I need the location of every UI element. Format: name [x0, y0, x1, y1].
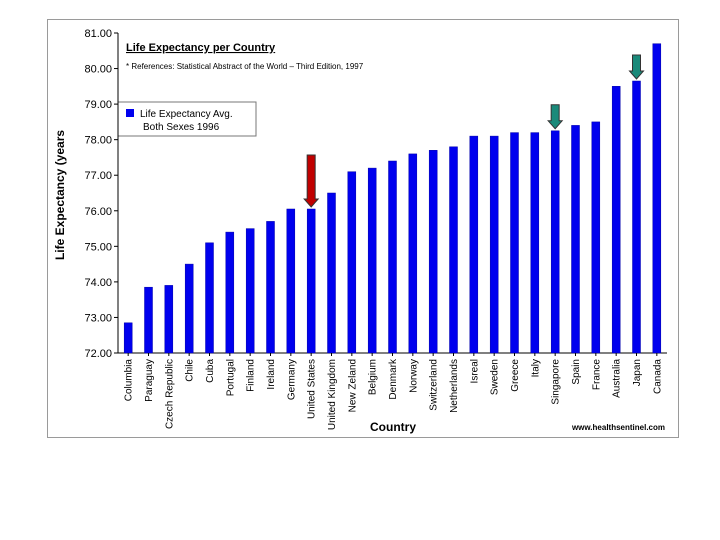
y-tick-label: 79.00 [84, 99, 112, 111]
x-tick-label: Finland [246, 359, 257, 392]
x-tick-label: Paraguay [144, 359, 155, 402]
bar-finland [245, 228, 255, 354]
x-tick-label: Italy [530, 359, 541, 377]
bar-norway [408, 153, 418, 354]
x-tick-label: France [591, 359, 602, 391]
x-tick-label: Cuba [205, 359, 216, 383]
x-tick-label: Denmark [388, 358, 399, 400]
legend: Life Expectancy Avg. Both Sexes 1996 [117, 101, 257, 137]
bar-france [591, 121, 601, 354]
x-tick-label: United States [307, 359, 318, 419]
bar-ireland [266, 221, 275, 354]
bar-belgium [367, 167, 377, 354]
arrow-singapore [547, 104, 564, 130]
bar-italy [530, 132, 540, 354]
x-tick-label: Greece [510, 359, 521, 392]
legend-box [117, 101, 257, 137]
x-tick-label: Australia [612, 359, 623, 398]
bar-greece [510, 132, 519, 354]
x-tick-label: Canada [652, 359, 663, 394]
bar-japan [632, 80, 641, 354]
x-tick-label: Netherlands [449, 359, 460, 413]
bar-germany [286, 208, 296, 354]
bar-chile [184, 263, 194, 354]
x-tick-label: Germany [286, 359, 297, 400]
x-tick-label: Sweden [490, 359, 501, 395]
x-tick-label: Czech Republic [164, 359, 175, 429]
source-credit: www.healthsentinel.com [571, 423, 665, 432]
x-tick-label: New Zeland [347, 359, 358, 412]
bar-cuba [205, 242, 214, 354]
x-axis-label: Country [370, 420, 416, 434]
y-tick-label: 77.00 [84, 170, 112, 182]
y-tick-label: 72.00 [84, 348, 112, 360]
y-tick-label: 81.00 [84, 28, 112, 40]
bar-canada [652, 43, 662, 354]
bar-united-kingdom [327, 192, 336, 354]
x-tick-label: Singapore [551, 359, 562, 405]
y-tick-label: 75.00 [84, 241, 112, 253]
bar-united-states [306, 208, 316, 354]
bar-new-zeland [347, 171, 357, 354]
bar-sweden [489, 135, 499, 354]
x-tick-label: Norway [408, 359, 419, 393]
y-tick-label: 73.00 [84, 312, 112, 324]
chart-subtitle: * References: Statistical Abstract of th… [126, 62, 364, 71]
bar-singapore [550, 130, 560, 354]
x-tick-label: Chile [185, 359, 196, 382]
x-tick-label: Ireland [266, 359, 277, 390]
arrow-united-states [303, 154, 320, 208]
x-tick-label: Columbia [124, 359, 135, 402]
y-tick-label: 78.00 [84, 135, 112, 147]
y-axis-label: Life Expectancy (years [53, 130, 67, 260]
legend-label-line1: Life Expectancy Avg. [140, 109, 233, 120]
x-tick-label: Japan [632, 359, 643, 386]
bar-netherlands [449, 146, 458, 354]
x-tick-label: Spain [571, 359, 582, 385]
bar-isreal [469, 135, 479, 354]
x-tick-label: Belgium [368, 359, 379, 395]
arrow-japan [628, 54, 645, 80]
plot-area: 72.00 73.00 74.00 75.00 76.00 77.00 78.00 79.00… [84, 28, 667, 430]
legend-swatch [126, 109, 134, 117]
bar-switzerland [428, 150, 438, 354]
x-tick-label: Portugal [225, 359, 236, 396]
x-tick-label: Switzerland [429, 359, 440, 411]
y-tick-label: 74.00 [84, 277, 112, 289]
bar-columbia [123, 322, 133, 354]
x-tick-label: United Kingdom [327, 359, 338, 430]
bar-denmark [388, 160, 397, 354]
x-tick-label: Isreal [469, 359, 480, 383]
bar-portugal [225, 231, 235, 354]
y-tick-label: 76.00 [84, 206, 112, 218]
bar-czech-republic [164, 285, 174, 354]
chart-title: Life Expectancy per Country [126, 42, 276, 54]
bar-spain [571, 125, 580, 354]
bar-australia [611, 86, 621, 354]
legend-label-line2: Both Sexes 1996 [143, 122, 220, 133]
y-tick-label: 80.00 [84, 64, 112, 76]
bar-paraguay [144, 286, 153, 354]
